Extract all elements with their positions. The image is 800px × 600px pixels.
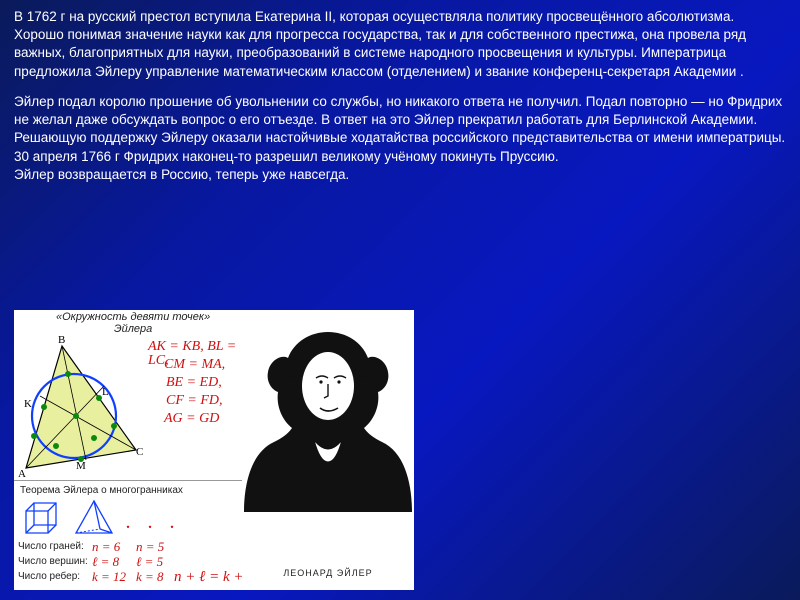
- vertices-label: Число вершин:: [18, 556, 88, 567]
- paragraph-2a: Эйлер подал королю прошение об увольнени…: [14, 93, 786, 129]
- paragraph-1: В 1762 г на русский престол вступила Ека…: [14, 8, 786, 81]
- equation: CF = FD,: [166, 394, 223, 408]
- faces-label: Число граней:: [18, 541, 84, 552]
- cube-l: ℓ = 8: [92, 554, 119, 570]
- polyhedra-panel: Теорема Эйлера о многогранниках . . . Чи…: [14, 480, 242, 590]
- figure-composite: «Окружность девяти точек» Эйлера A B C K…: [14, 310, 414, 590]
- equation: BE = ED,: [166, 376, 222, 390]
- tet-n: n = 5: [136, 539, 164, 555]
- vertex-label: M: [76, 460, 86, 472]
- nine-point-circle-panel: «Окружность девяти точек» Эйлера A B C K…: [14, 310, 242, 480]
- tet-k: k = 8: [136, 569, 164, 585]
- vertex-label: C: [136, 446, 143, 458]
- portrait-caption: ЛЕОНАРД ЭЙЛЕР: [242, 568, 414, 578]
- vertex-label: A: [18, 468, 26, 480]
- equation: AG = GD: [164, 412, 219, 426]
- portrait-panel: ЛЕОНАРД ЭЙЛЕР: [242, 310, 414, 590]
- slide-text: В 1762 г на русский престол вступила Ека…: [0, 0, 800, 184]
- cube-n: n = 6: [92, 539, 120, 555]
- nine-point-circle-svg: [16, 338, 146, 478]
- circle-title: «Окружность девяти точек» Эйлера: [56, 312, 210, 335]
- tet-l: ℓ = 5: [136, 554, 163, 570]
- vertex-label: L: [102, 386, 109, 398]
- euler-portrait-svg: [242, 310, 414, 570]
- polyhedra-title: Теорема Эйлера о многогранниках: [20, 485, 183, 496]
- equation: CM = MA,: [164, 358, 225, 372]
- paragraph-2c: Эйлер возвращается в Россию, теперь уже …: [14, 166, 786, 184]
- cube-icon: [20, 499, 66, 539]
- vertex-label: K: [24, 398, 32, 410]
- ellipsis: . . .: [126, 511, 181, 534]
- cube-k: k = 12: [92, 569, 126, 585]
- pyramid-icon: [72, 499, 118, 539]
- vertex-label: B: [58, 334, 65, 346]
- edges-label: Число ребер:: [18, 571, 80, 582]
- paragraph-2b: Решающую поддержку Эйлеру оказали настой…: [14, 129, 786, 165]
